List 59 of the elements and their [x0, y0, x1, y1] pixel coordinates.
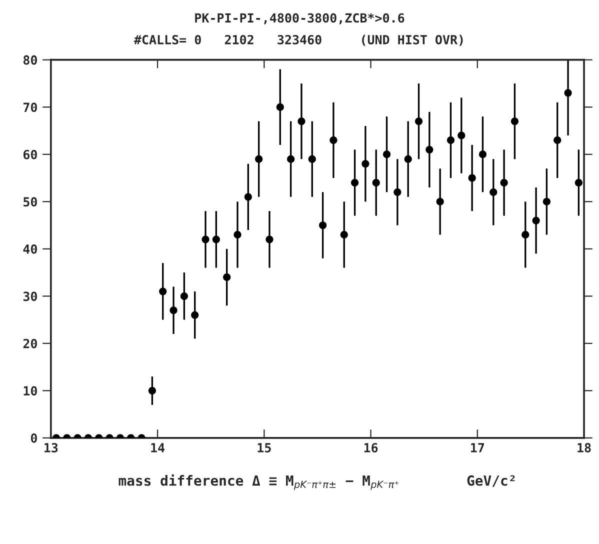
point — [426, 146, 434, 154]
point — [554, 136, 562, 144]
point — [542, 198, 551, 206]
point — [308, 155, 316, 163]
y-tick-label: 20 — [23, 338, 37, 348]
point — [148, 386, 156, 394]
point — [330, 136, 338, 144]
y-tick-label: 60 — [23, 150, 37, 160]
point — [522, 230, 530, 239]
chart-title: PK-PI-PI-,4800-3800,ZCB*>0.6 — [195, 13, 404, 24]
point — [510, 117, 519, 126]
chart-subtitle: #CALLS= 0 2102 323460 (UND HIST OVR) — [134, 34, 463, 46]
x-tick-label: 15 — [258, 443, 271, 452]
point — [532, 216, 540, 224]
point — [266, 236, 274, 244]
point — [414, 117, 423, 126]
point — [446, 136, 455, 144]
y-tick-label: 50 — [24, 197, 37, 207]
point — [490, 188, 498, 196]
point — [319, 221, 327, 230]
point — [170, 306, 178, 314]
point — [436, 198, 444, 206]
point — [350, 178, 359, 187]
point — [340, 230, 348, 239]
point — [202, 236, 210, 244]
point — [212, 236, 220, 244]
point — [191, 311, 199, 319]
point — [234, 230, 242, 239]
x-tick-label: 17 — [471, 443, 484, 452]
point — [180, 292, 188, 300]
point — [276, 103, 284, 111]
point — [500, 178, 508, 187]
y-tick-label: 70 — [23, 102, 37, 112]
x-tick-label: 18 — [578, 443, 591, 452]
point — [255, 155, 263, 163]
x-tick-label: 14 — [151, 443, 164, 452]
point — [458, 132, 466, 140]
y-tick-label: 80 — [23, 55, 37, 65]
point — [394, 188, 402, 196]
point — [298, 117, 306, 126]
point — [223, 273, 231, 282]
point — [159, 288, 167, 296]
y-tick-label: 40 — [23, 244, 37, 254]
point — [478, 150, 487, 158]
point — [564, 89, 572, 97]
point — [287, 155, 295, 163]
x-tick-label: 13 — [44, 443, 58, 452]
point — [404, 155, 412, 163]
y-tick-label: 10 — [24, 386, 37, 396]
point — [244, 193, 252, 201]
point — [362, 160, 370, 168]
text: mass difference Δ ≡ M$_{pK⁻π⁺π±}$ − M$_{pK⁻π⁺}$ GeV/c² — [118, 474, 515, 490]
point — [372, 178, 380, 187]
point — [382, 150, 391, 158]
y-tick-label: 0 — [30, 433, 37, 443]
point — [574, 178, 582, 187]
point — [468, 174, 476, 182]
y-tick-label: 30 — [23, 292, 37, 302]
x-tick-label: 16 — [364, 443, 378, 452]
